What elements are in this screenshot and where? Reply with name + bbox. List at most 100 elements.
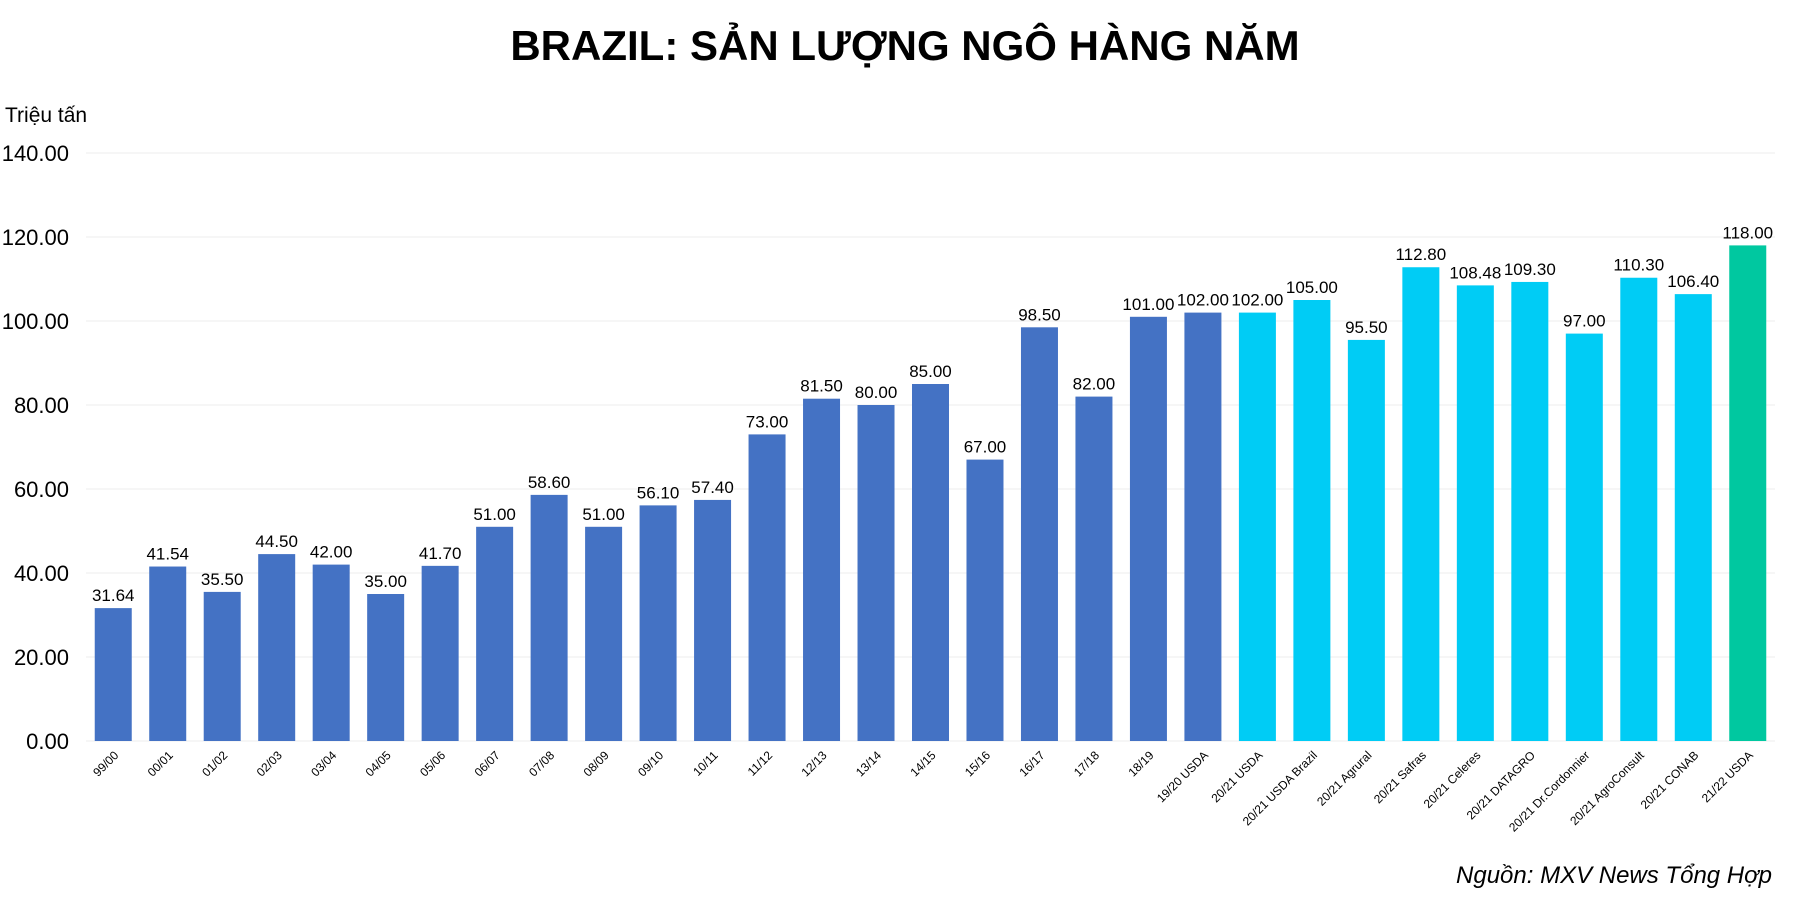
value-label: 31.64 [92,586,135,605]
x-tick-label: 10/11 [690,748,721,779]
value-label: 42.00 [310,543,353,562]
bars [94,245,1767,741]
y-tick-label: 0.00 [26,729,69,754]
bar [1456,285,1494,741]
bar [966,459,1004,741]
value-label: 56.10 [637,483,680,502]
value-label: 35.00 [364,572,407,591]
x-tick-label: 09/10 [635,748,666,779]
x-tick-label: 08/09 [581,748,612,779]
value-label: 105.00 [1286,278,1338,297]
x-tick-label: 21/22 USDA [1699,748,1756,805]
value-label: 82.00 [1073,375,1116,394]
x-axis-labels: 99/00 00/01 01/02 02/03 03/04 04/05 05/06 06/07… [90,748,1756,835]
x-tick-label: 18/19 [1125,748,1156,779]
value-label: 35.50 [201,570,244,589]
value-label: 85.00 [909,362,952,381]
bar [639,505,677,741]
value-label: 58.60 [528,473,571,492]
bar [748,434,786,741]
x-tick-label: 16/17 [1016,748,1047,779]
source-note: Nguồn: MXV News Tổng Hợp [1456,862,1772,889]
value-label: 97.00 [1563,312,1606,331]
value-label: 95.50 [1345,318,1388,337]
y-tick-label: 100.00 [2,309,69,334]
y-tick-label: 60.00 [14,477,69,502]
bar [912,384,949,741]
bar [1402,267,1440,741]
value-label: 102.00 [1231,291,1283,310]
value-label: 41.54 [146,545,189,564]
x-tick-label: 20/21 Safras [1371,748,1429,806]
y-tick-label: 40.00 [14,561,69,586]
value-label: 51.00 [582,505,625,524]
x-tick-label: 05/06 [417,748,448,779]
value-label: 109.30 [1504,260,1556,279]
bar [421,565,459,741]
x-tick-label: 02/03 [254,748,285,779]
value-label: 67.00 [964,438,1007,457]
x-tick-label: 00/01 [145,748,176,779]
x-tick-label: 04/05 [363,748,394,779]
x-tick-label: 99/00 [90,748,121,779]
value-label: 118.00 [1722,223,1773,242]
value-labels: 31.64 41.54 35.50 44.50 42.00 35.00 41.70 51.00… [92,223,1773,605]
y-tick-label: 120.00 [2,225,69,250]
value-label: 41.70 [419,544,462,563]
bar [203,591,241,741]
value-label: 51.00 [473,505,516,524]
bar [1020,327,1058,741]
x-tick-label: 19/20 USDA [1154,748,1211,805]
y-tick-label: 80.00 [14,393,69,418]
bar [476,526,514,741]
bar [1238,312,1276,741]
x-tick-label: 17/18 [1071,748,1102,779]
x-tick-label: 06/07 [472,748,503,779]
bar [1565,333,1603,741]
bar [312,564,350,741]
x-tick-label: 01/02 [199,748,230,779]
chart-title: BRAZIL: SẢN LƯỢNG NGÔ HÀNG NĂM [510,22,1300,69]
bar [530,494,568,741]
bar [1184,312,1222,741]
value-label: 57.40 [691,478,734,497]
x-tick-label: 12/13 [799,748,830,779]
value-label: 44.50 [255,532,298,551]
value-label: 80.00 [855,383,898,402]
y-axis-unit-label: Triệu tấn [5,104,88,127]
value-label: 101.00 [1122,295,1174,314]
y-tick-label: 140.00 [2,141,69,166]
y-tick-label: 20.00 [14,645,69,670]
value-label: 112.80 [1395,245,1446,264]
bar [1293,300,1331,741]
value-label: 102.00 [1177,291,1229,310]
bar [803,398,841,741]
y-axis-ticks: 0.00 20.00 40.00 60.00 80.00 100.00 120.00 140.… [2,141,69,754]
bar [585,526,623,741]
bar [857,405,895,741]
bar [694,499,732,741]
x-tick-label: 13/14 [853,748,884,779]
x-tick-label: 15/16 [962,748,993,779]
bar [1674,294,1712,741]
x-tick-label: 03/04 [308,748,339,779]
value-label: 81.50 [800,377,843,396]
value-label: 98.50 [1018,305,1061,324]
bar [258,554,296,741]
bar [1075,396,1113,741]
bar [149,566,187,741]
bar [1347,339,1385,741]
x-tick-label: 20/21 Agrural [1314,748,1374,808]
value-label: 106.40 [1667,272,1719,291]
value-label: 110.30 [1613,256,1664,275]
x-tick-label: 20/21 CONAB [1638,748,1702,812]
bar [367,594,405,741]
value-label: 73.00 [746,412,789,431]
bar [1129,316,1167,741]
bar [1511,281,1549,741]
bar [1620,277,1658,741]
bar [94,608,132,741]
bar [1729,245,1767,741]
value-label: 108.48 [1449,263,1501,282]
